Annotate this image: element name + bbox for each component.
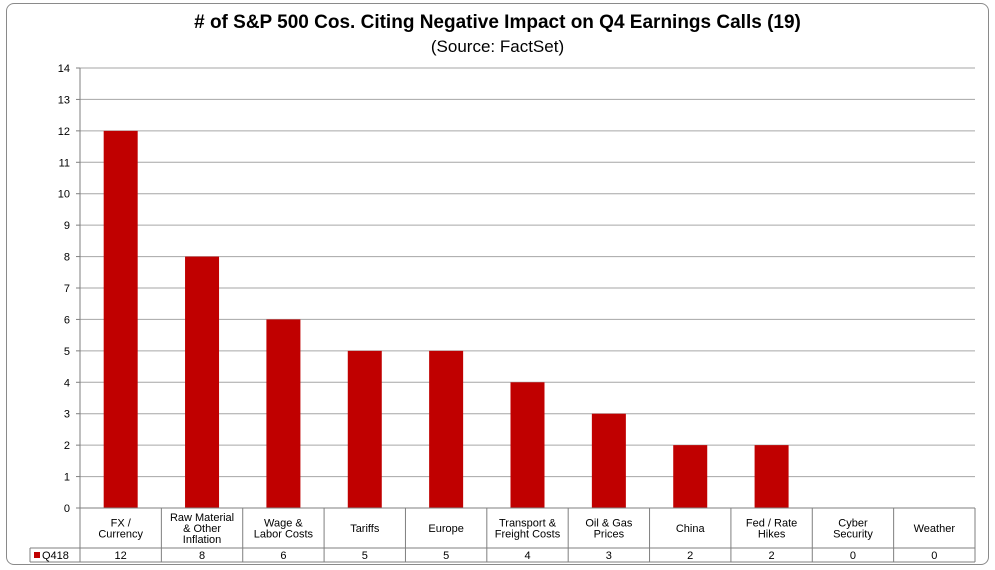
y-tick-label: 5 xyxy=(64,346,70,358)
y-tick-label: 6 xyxy=(64,314,70,326)
table-value: 0 xyxy=(931,550,937,562)
y-tick-label: 4 xyxy=(64,377,70,389)
y-tick-label: 10 xyxy=(58,189,70,201)
x-category-label: Raw Material & Other Inflation xyxy=(170,512,234,546)
bar xyxy=(591,413,626,508)
x-category-label: FX / Currency xyxy=(98,518,143,541)
bar xyxy=(103,130,138,508)
bar xyxy=(754,445,789,508)
table-value: 8 xyxy=(199,550,205,562)
bar xyxy=(429,350,464,508)
y-tick-label: 12 xyxy=(58,126,70,138)
legend-label: Q418 xyxy=(42,550,69,562)
x-category-label: Tariffs xyxy=(350,523,380,535)
y-tick-label: 13 xyxy=(58,94,70,106)
y-tick-label: 0 xyxy=(64,503,70,515)
bars xyxy=(103,130,789,508)
bar xyxy=(266,319,301,508)
bar xyxy=(347,350,382,508)
table-value: 2 xyxy=(687,550,693,562)
table-value: 5 xyxy=(443,550,449,562)
bar xyxy=(185,256,220,508)
bar xyxy=(673,445,708,508)
chart-frame xyxy=(6,3,989,565)
y-tick-label: 9 xyxy=(64,220,70,232)
table-value: 3 xyxy=(606,550,612,562)
x-category-label: China xyxy=(676,523,706,535)
x-category-label: Oil & Gas Prices xyxy=(585,518,633,541)
x-category-label: Europe xyxy=(428,523,463,535)
table-value: 12 xyxy=(115,550,127,562)
x-category-label: Transport & Freight Costs xyxy=(495,518,561,541)
chart-subtitle: (Source: FactSet) xyxy=(430,37,565,56)
table-value: 0 xyxy=(850,550,856,562)
y-tick-label: 8 xyxy=(64,252,70,264)
x-category-label: Wage & Labor Costs xyxy=(254,518,314,541)
table-value: 2 xyxy=(769,550,775,562)
y-tick-label: 2 xyxy=(64,440,70,452)
data-table: FX / Currency Raw Material & Other Inflation… xyxy=(29,508,976,563)
y-tick-label: 14 xyxy=(58,63,70,75)
chart-title: # of S&P 500 Cos. Citing Negative Impact… xyxy=(194,12,801,33)
y-tick-label: 11 xyxy=(59,157,70,169)
y-tick-label: 7 xyxy=(64,283,70,295)
bar xyxy=(510,382,545,508)
table-value: 4 xyxy=(524,550,530,562)
y-tick-label: 1 xyxy=(64,472,70,484)
legend-swatch xyxy=(34,552,40,558)
x-category-label: Weather xyxy=(914,523,956,535)
y-tick-label: 3 xyxy=(64,409,70,421)
table-value: 6 xyxy=(280,550,286,562)
x-category-label: Fed / Rate Hikes xyxy=(746,518,797,541)
table-value: 5 xyxy=(362,550,368,562)
x-category-label: Cyber Security xyxy=(833,518,873,541)
